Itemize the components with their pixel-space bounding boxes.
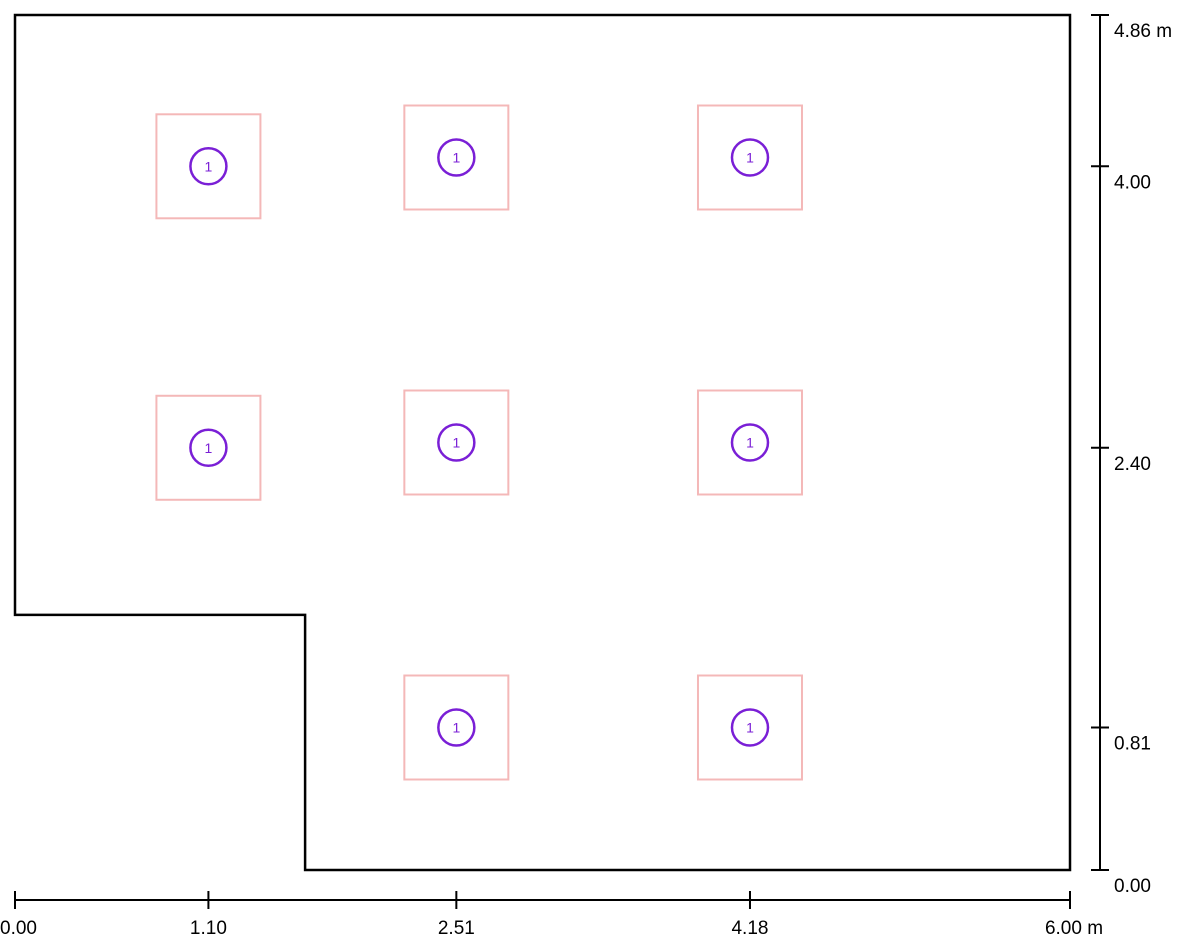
- luminaire[interactable]: 1: [403, 389, 510, 496]
- luminaire[interactable]: 1: [696, 104, 803, 211]
- x-dimension-axis: 0.00 1.10 2.51 4.18 6.00 m: [0, 891, 1103, 939]
- x-axis-tick-label: 0.00: [0, 918, 37, 939]
- luminaire-symbol-icon: [437, 423, 476, 462]
- room-layer: [13, 13, 1072, 872]
- x-axis-tick-label: 4.18: [731, 918, 768, 939]
- luminaire-outline: [403, 389, 510, 496]
- luminaire-symbol-icon: [730, 423, 770, 462]
- luminaire[interactable]: 1: [696, 674, 803, 781]
- luminaire[interactable]: 1: [155, 394, 262, 501]
- luminaire-outline: [696, 674, 803, 781]
- luminaire[interactable]: 1: [403, 104, 510, 211]
- x-axis-tick-label: 6.00 m: [1045, 918, 1103, 939]
- luminaire-symbol-icon: [189, 147, 228, 186]
- luminaire-label: 1: [746, 720, 754, 736]
- luminaire-label: 1: [205, 440, 213, 456]
- luminaire-symbol-icon: [730, 708, 770, 747]
- luminaire-symbol-icon: [437, 138, 476, 177]
- luminaire-label: 1: [452, 435, 460, 451]
- room-outline: [13, 13, 1072, 872]
- luminaire-symbol-icon: [437, 708, 476, 747]
- luminaire-label: 1: [746, 150, 754, 166]
- luminaire-label: 1: [452, 720, 460, 736]
- luminaire-layer: 1 1 1 1 1 1 1 1: [155, 104, 803, 781]
- luminaire[interactable]: 1: [403, 674, 510, 781]
- luminaire-label: 1: [205, 158, 213, 174]
- luminaire-symbol-icon: [189, 428, 228, 468]
- x-axis-tick-label: 2.51: [438, 918, 475, 939]
- y-axis-tick-label: 4.86 m: [1114, 21, 1172, 42]
- luminaire-outline: [155, 394, 262, 501]
- y-axis-tick-label: 0.00: [1114, 876, 1151, 897]
- luminaire-outline: [155, 113, 262, 220]
- luminaire-label: 1: [452, 150, 460, 166]
- luminaire-outline: [403, 104, 510, 211]
- luminaire[interactable]: 1: [696, 389, 803, 496]
- y-axis-tick-label: 0.81: [1114, 734, 1151, 755]
- luminaire-label: 1: [746, 435, 754, 451]
- x-axis-tick-label: 1.10: [190, 918, 227, 939]
- y-dimension-axis: 0.00 0.81 2.40 4.00 4.86 m: [1091, 14, 1172, 897]
- y-axis-tick-label: 2.40: [1114, 454, 1151, 475]
- luminaire-outline: [696, 389, 803, 496]
- y-axis-tick-label: 4.00: [1114, 172, 1151, 193]
- luminaire-outline: [696, 104, 803, 211]
- luminaire[interactable]: 1: [155, 113, 262, 220]
- luminaire-symbol-icon: [730, 138, 770, 177]
- luminaire-outline: [403, 674, 510, 781]
